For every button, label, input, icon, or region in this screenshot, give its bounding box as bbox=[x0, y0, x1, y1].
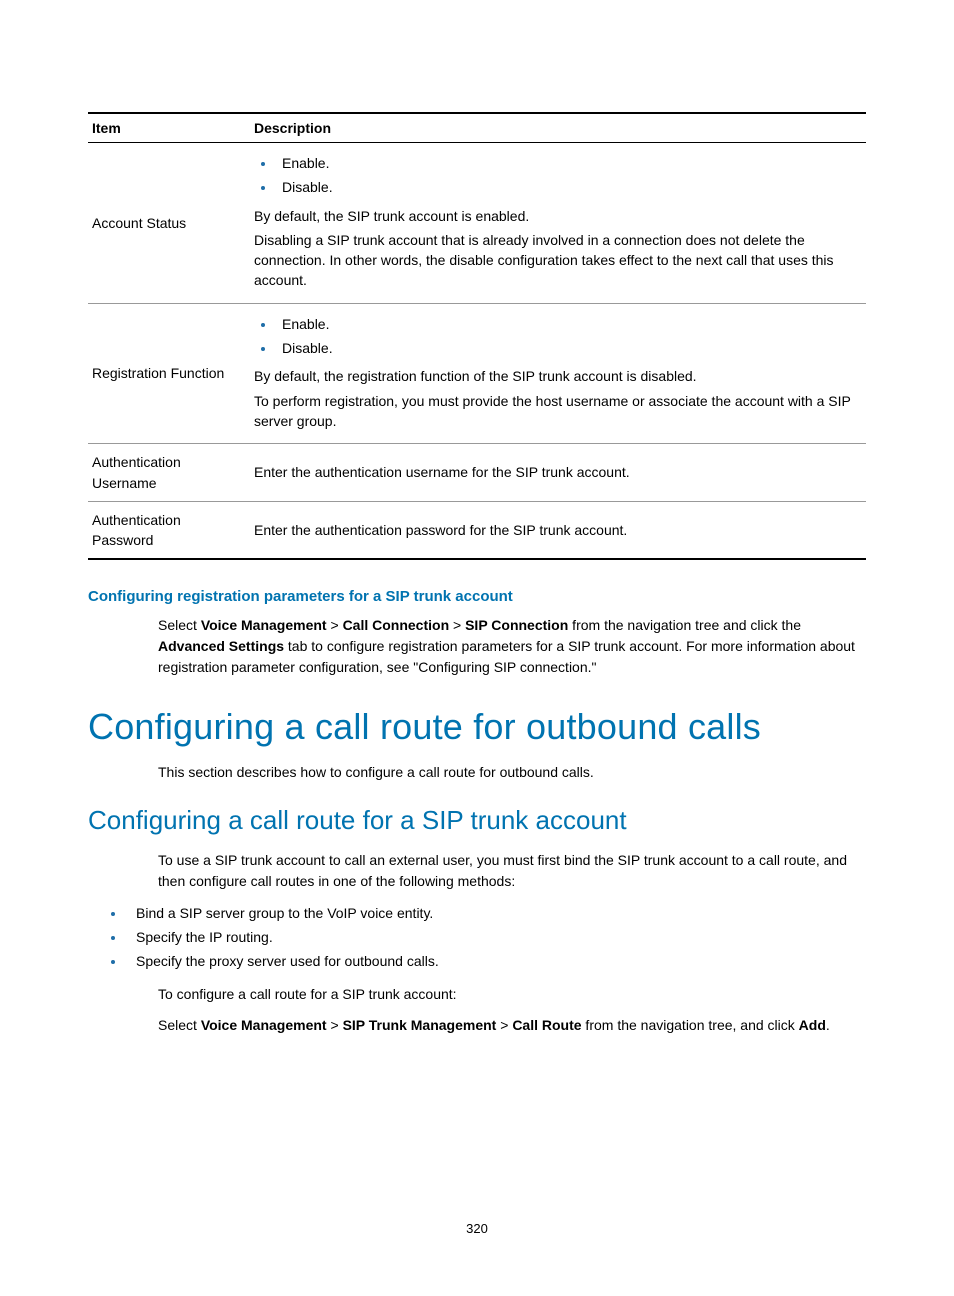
nav-step: Voice Management bbox=[201, 1017, 327, 1033]
text: Select bbox=[158, 617, 201, 633]
cell-description: Enable. Disable. By default, the registr… bbox=[250, 303, 866, 443]
cell-description: Enter the authentication username for th… bbox=[250, 444, 866, 502]
cell-item: Authentication Username bbox=[88, 444, 250, 502]
cell-description: Enter the authentication password for th… bbox=[250, 501, 866, 559]
table-row: Authentication Password Enter the authen… bbox=[88, 501, 866, 559]
methods-list: Bind a SIP server group to the VoIP voic… bbox=[88, 902, 866, 973]
nav-instruction-2: Select Voice Management > SIP Trunk Mana… bbox=[158, 1015, 866, 1036]
parameter-table: Item Description Account Status Enable. … bbox=[88, 112, 866, 560]
para: To configure a call route for a SIP trun… bbox=[158, 984, 866, 1005]
nav-step: Advanced Settings bbox=[158, 638, 284, 654]
nav-step: Add bbox=[799, 1017, 826, 1033]
section-heading: Configuring registration parameters for … bbox=[88, 588, 866, 605]
desc-para: Enter the authentication username for th… bbox=[254, 462, 858, 482]
intro-para: This section describes how to configure … bbox=[158, 762, 866, 783]
desc-para: Enter the authentication password for th… bbox=[254, 520, 858, 540]
heading-2: Configuring a call route for a SIP trunk… bbox=[88, 805, 866, 836]
desc-para: By default, the registration function of… bbox=[254, 366, 858, 386]
text: from the navigation tree and click the bbox=[568, 617, 801, 633]
desc-para: To perform registration, you must provid… bbox=[254, 391, 858, 432]
list-item: Bind a SIP server group to the VoIP voic… bbox=[126, 902, 866, 926]
nav-step: Voice Management bbox=[201, 617, 327, 633]
nav-step: Call Connection bbox=[343, 617, 450, 633]
page-number: 320 bbox=[0, 1221, 954, 1236]
bullet: Enable. bbox=[276, 312, 858, 336]
text: from the navigation tree, and click bbox=[582, 1017, 799, 1033]
separator: > bbox=[496, 1017, 512, 1033]
list-item: Specify the IP routing. bbox=[126, 926, 866, 950]
cell-item: Account Status bbox=[88, 143, 250, 304]
nav-step: SIP Trunk Management bbox=[343, 1017, 497, 1033]
table-row: Authentication Username Enter the authen… bbox=[88, 444, 866, 502]
text: . bbox=[826, 1017, 830, 1033]
separator: > bbox=[449, 617, 465, 633]
heading-1: Configuring a call route for outbound ca… bbox=[88, 706, 866, 748]
bullet: Disable. bbox=[276, 336, 858, 360]
desc-para: Disabling a SIP trunk account that is al… bbox=[254, 230, 858, 291]
nav-instruction-1: Select Voice Management > Call Connectio… bbox=[158, 615, 866, 678]
nav-step: Call Route bbox=[512, 1017, 581, 1033]
th-item: Item bbox=[88, 113, 250, 143]
bullet: Disable. bbox=[276, 175, 858, 199]
desc-para: By default, the SIP trunk account is ena… bbox=[254, 206, 858, 226]
table-row: Registration Function Enable. Disable. B… bbox=[88, 303, 866, 443]
bullet: Enable. bbox=[276, 151, 858, 175]
list-item: Specify the proxy server used for outbou… bbox=[126, 950, 866, 974]
cell-item: Authentication Password bbox=[88, 501, 250, 559]
text: Select bbox=[158, 1017, 201, 1033]
para: To use a SIP trunk account to call an ex… bbox=[158, 850, 866, 892]
separator: > bbox=[327, 1017, 343, 1033]
nav-step: SIP Connection bbox=[465, 617, 568, 633]
separator: > bbox=[327, 617, 343, 633]
th-description: Description bbox=[250, 113, 866, 143]
cell-item: Registration Function bbox=[88, 303, 250, 443]
table-row: Account Status Enable. Disable. By defau… bbox=[88, 143, 866, 304]
cell-description: Enable. Disable. By default, the SIP tru… bbox=[250, 143, 866, 304]
